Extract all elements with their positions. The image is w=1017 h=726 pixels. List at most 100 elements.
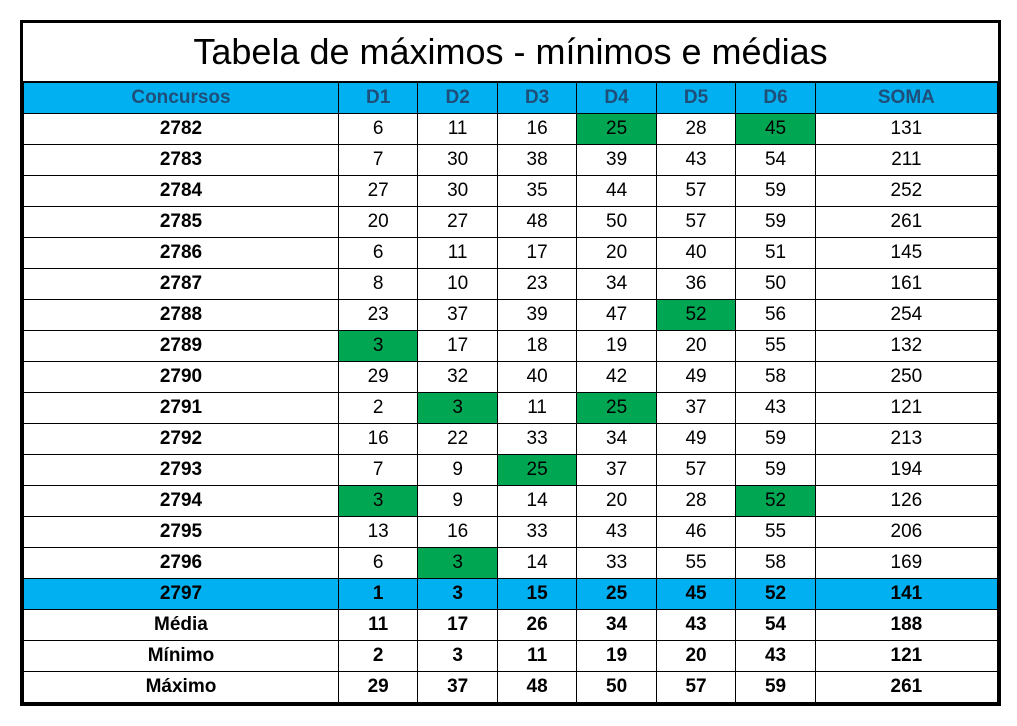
table-cell: 131 xyxy=(815,114,997,145)
table-cell: 126 xyxy=(815,486,997,517)
table-cell: 15 xyxy=(497,579,576,610)
table-cell: 8 xyxy=(338,269,417,300)
table-row: 278373038394354211 xyxy=(24,145,998,176)
row-label: 2786 xyxy=(24,238,339,269)
table-cell: 7 xyxy=(338,145,417,176)
column-header: D1 xyxy=(338,83,417,114)
table-cell: 121 xyxy=(815,393,997,424)
row-label: 2797 xyxy=(24,579,339,610)
summary-cell: 48 xyxy=(497,672,576,703)
table-cell: 25 xyxy=(577,579,656,610)
table-cell: 16 xyxy=(497,114,576,145)
table-cell: 59 xyxy=(736,176,815,207)
table-row: 27937925375759194 xyxy=(24,455,998,486)
summary-cell: 11 xyxy=(338,610,417,641)
table-header-row: ConcursosD1D2D3D4D5D6SOMA xyxy=(24,83,998,114)
table-cell: 59 xyxy=(736,424,815,455)
table-cell: 9 xyxy=(418,455,497,486)
table-row: 27943914202852126 xyxy=(24,486,998,517)
table-cell: 17 xyxy=(497,238,576,269)
table-cell: 194 xyxy=(815,455,997,486)
table-cell: 28 xyxy=(656,114,735,145)
table-cell: 57 xyxy=(656,207,735,238)
row-label: 2784 xyxy=(24,176,339,207)
row-label: 2788 xyxy=(24,300,339,331)
row-label: 2782 xyxy=(24,114,339,145)
summary-cell: 59 xyxy=(736,672,815,703)
table-container: Tabela de máximos - mínimos e médias Con… xyxy=(20,20,1001,706)
table-cell: 37 xyxy=(418,300,497,331)
table-row: 2792162233344959213 xyxy=(24,424,998,455)
table-row: 2788233739475256254 xyxy=(24,300,998,331)
table-title: Tabela de máximos - mínimos e médias xyxy=(23,23,998,82)
table-row: 278781023343650161 xyxy=(24,269,998,300)
table-cell: 40 xyxy=(656,238,735,269)
table-cell: 35 xyxy=(497,176,576,207)
table-cell: 17 xyxy=(418,331,497,362)
table-cell: 261 xyxy=(815,207,997,238)
table-cell: 7 xyxy=(338,455,417,486)
summary-row: Mínimo2311192043121 xyxy=(24,641,998,672)
table-cell: 45 xyxy=(656,579,735,610)
table-cell: 25 xyxy=(577,114,656,145)
table-cell: 30 xyxy=(418,176,497,207)
table-row: 2784273035445759252 xyxy=(24,176,998,207)
table-cell: 51 xyxy=(736,238,815,269)
table-cell: 40 xyxy=(497,362,576,393)
table-row: 278261116252845131 xyxy=(24,114,998,145)
table-cell: 27 xyxy=(338,176,417,207)
summary-label: Média xyxy=(24,610,339,641)
table-cell: 58 xyxy=(736,362,815,393)
summary-cell: 34 xyxy=(577,610,656,641)
table-cell: 3 xyxy=(418,579,497,610)
table-cell: 44 xyxy=(577,176,656,207)
summary-cell: 3 xyxy=(418,641,497,672)
summary-row: Máximo293748505759261 xyxy=(24,672,998,703)
table-cell: 252 xyxy=(815,176,997,207)
table-row: 2795131633434655206 xyxy=(24,517,998,548)
column-header: SOMA xyxy=(815,83,997,114)
table-cell: 33 xyxy=(497,424,576,455)
summary-cell: 2 xyxy=(338,641,417,672)
table-cell: 20 xyxy=(577,238,656,269)
data-table: ConcursosD1D2D3D4D5D6SOMA 27826111625284… xyxy=(23,82,998,703)
table-row: 27971315254552141 xyxy=(24,579,998,610)
table-cell: 43 xyxy=(577,517,656,548)
table-cell: 50 xyxy=(577,207,656,238)
table-cell: 2 xyxy=(338,393,417,424)
table-cell: 145 xyxy=(815,238,997,269)
table-cell: 27 xyxy=(418,207,497,238)
table-cell: 141 xyxy=(815,579,997,610)
table-cell: 9 xyxy=(418,486,497,517)
table-cell: 34 xyxy=(577,269,656,300)
row-label: 2792 xyxy=(24,424,339,455)
table-cell: 57 xyxy=(656,455,735,486)
table-cell: 47 xyxy=(577,300,656,331)
table-cell: 57 xyxy=(656,176,735,207)
table-row: 278661117204051145 xyxy=(24,238,998,269)
table-cell: 6 xyxy=(338,114,417,145)
table-cell: 32 xyxy=(418,362,497,393)
column-header: D6 xyxy=(736,83,815,114)
table-cell: 254 xyxy=(815,300,997,331)
table-cell: 37 xyxy=(656,393,735,424)
table-cell: 23 xyxy=(338,300,417,331)
table-cell: 48 xyxy=(497,207,576,238)
table-cell: 169 xyxy=(815,548,997,579)
table-row: 2790293240424958250 xyxy=(24,362,998,393)
row-label: 2794 xyxy=(24,486,339,517)
table-cell: 28 xyxy=(656,486,735,517)
table-cell: 161 xyxy=(815,269,997,300)
summary-cell: 43 xyxy=(656,610,735,641)
table-cell: 56 xyxy=(736,300,815,331)
table-cell: 13 xyxy=(338,517,417,548)
table-cell: 50 xyxy=(736,269,815,300)
table-row: 2785202748505759261 xyxy=(24,207,998,238)
table-cell: 58 xyxy=(736,548,815,579)
table-cell: 206 xyxy=(815,517,997,548)
row-label: 2795 xyxy=(24,517,339,548)
table-body: 2782611162528451312783730383943542112784… xyxy=(24,114,998,703)
summary-cell: 26 xyxy=(497,610,576,641)
table-cell: 52 xyxy=(656,300,735,331)
table-cell: 52 xyxy=(736,579,815,610)
